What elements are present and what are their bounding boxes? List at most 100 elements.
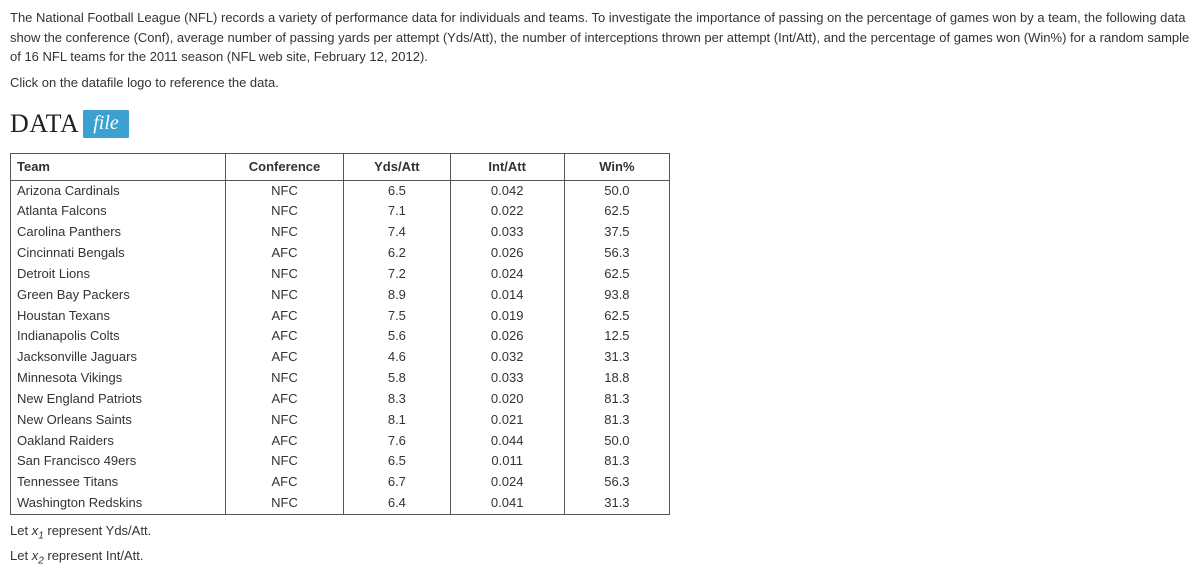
- table-cell: 6.2: [344, 243, 450, 264]
- table-row: Cincinnati BengalsAFC6.20.02656.3: [11, 243, 670, 264]
- table-cell: 6.7: [344, 472, 450, 493]
- table-cell: Arizona Cardinals: [11, 180, 226, 201]
- table-cell: 56.3: [564, 243, 669, 264]
- table-cell: 0.021: [450, 410, 564, 431]
- table-cell: AFC: [225, 306, 343, 327]
- table-cell: Oakland Raiders: [11, 431, 226, 452]
- table-row: Minnesota VikingsNFC5.80.03318.8: [11, 368, 670, 389]
- nfl-data-table: Team Conference Yds/Att Int/Att Win% Ari…: [10, 153, 670, 515]
- table-cell: 12.5: [564, 326, 669, 347]
- table-cell: NFC: [225, 410, 343, 431]
- table-row: Washington RedskinsNFC6.40.04131.3: [11, 493, 670, 514]
- table-cell: 50.0: [564, 180, 669, 201]
- table-cell: 6.4: [344, 493, 450, 514]
- table-cell: 7.5: [344, 306, 450, 327]
- table-cell: 81.3: [564, 389, 669, 410]
- table-cell: New Orleans Saints: [11, 410, 226, 431]
- intro-paragraph-2: Click on the datafile logo to reference …: [10, 73, 1190, 93]
- table-cell: 7.2: [344, 264, 450, 285]
- table-cell: 0.024: [450, 264, 564, 285]
- table-row: Oakland RaidersAFC7.60.04450.0: [11, 431, 670, 452]
- table-row: Carolina PanthersNFC7.40.03337.5: [11, 222, 670, 243]
- table-cell: Minnesota Vikings: [11, 368, 226, 389]
- table-cell: NFC: [225, 201, 343, 222]
- col-header-yds-att: Yds/Att: [344, 154, 450, 181]
- table-cell: 0.033: [450, 222, 564, 243]
- table-cell: NFC: [225, 368, 343, 389]
- table-cell: 7.6: [344, 431, 450, 452]
- table-cell: 7.1: [344, 201, 450, 222]
- table-row: Jacksonville JaguarsAFC4.60.03231.3: [11, 347, 670, 368]
- table-cell: 31.3: [564, 347, 669, 368]
- table-cell: 56.3: [564, 472, 669, 493]
- table-row: San Francisco 49ersNFC6.50.01181.3: [11, 451, 670, 472]
- table-row: Atlanta FalconsNFC7.10.02262.5: [11, 201, 670, 222]
- table-cell: NFC: [225, 222, 343, 243]
- table-cell: 0.026: [450, 243, 564, 264]
- table-cell: Atlanta Falcons: [11, 201, 226, 222]
- table-row: Houstan TexansAFC7.50.01962.5: [11, 306, 670, 327]
- datafile-logo-data: DATA: [10, 104, 79, 143]
- table-cell: Carolina Panthers: [11, 222, 226, 243]
- table-cell: AFC: [225, 243, 343, 264]
- table-cell: Indianapolis Colts: [11, 326, 226, 347]
- table-cell: 0.042: [450, 180, 564, 201]
- table-cell: Cincinnati Bengals: [11, 243, 226, 264]
- table-cell: 0.033: [450, 368, 564, 389]
- table-row: Indianapolis ColtsAFC5.60.02612.5: [11, 326, 670, 347]
- table-cell: Green Bay Packers: [11, 285, 226, 306]
- table-cell: 0.024: [450, 472, 564, 493]
- table-cell: 50.0: [564, 431, 669, 452]
- table-cell: 81.3: [564, 410, 669, 431]
- table-cell: 5.8: [344, 368, 450, 389]
- table-cell: 0.020: [450, 389, 564, 410]
- table-cell: 81.3: [564, 451, 669, 472]
- datafile-logo[interactable]: DATA file: [10, 104, 129, 143]
- table-cell: 0.014: [450, 285, 564, 306]
- col-header-team: Team: [11, 154, 226, 181]
- table-cell: 0.044: [450, 431, 564, 452]
- table-cell: NFC: [225, 264, 343, 285]
- table-cell: 8.1: [344, 410, 450, 431]
- table-cell: 0.019: [450, 306, 564, 327]
- table-cell: 0.032: [450, 347, 564, 368]
- table-row: Tennessee TitansAFC6.70.02456.3: [11, 472, 670, 493]
- table-cell: 18.8: [564, 368, 669, 389]
- table-cell: NFC: [225, 451, 343, 472]
- table-cell: 7.4: [344, 222, 450, 243]
- table-cell: San Francisco 49ers: [11, 451, 226, 472]
- table-cell: 0.022: [450, 201, 564, 222]
- table-cell: 8.3: [344, 389, 450, 410]
- table-cell: 37.5: [564, 222, 669, 243]
- col-header-conference: Conference: [225, 154, 343, 181]
- table-cell: NFC: [225, 493, 343, 514]
- table-row: New Orleans SaintsNFC8.10.02181.3: [11, 410, 670, 431]
- var-def-x2: Let x2 represent Int/Att.: [10, 546, 1190, 569]
- table-cell: 4.6: [344, 347, 450, 368]
- table-cell: AFC: [225, 326, 343, 347]
- table-row: Green Bay PackersNFC8.90.01493.8: [11, 285, 670, 306]
- table-cell: AFC: [225, 389, 343, 410]
- table-cell: 62.5: [564, 264, 669, 285]
- table-cell: 6.5: [344, 451, 450, 472]
- var-def-x1: Let x1 represent Yds/Att.: [10, 521, 1190, 544]
- table-row: Detroit LionsNFC7.20.02462.5: [11, 264, 670, 285]
- table-cell: Jacksonville Jaguars: [11, 347, 226, 368]
- table-cell: AFC: [225, 431, 343, 452]
- table-cell: 31.3: [564, 493, 669, 514]
- table-cell: 0.026: [450, 326, 564, 347]
- intro-text: The National Football League (NFL) recor…: [10, 8, 1190, 92]
- table-cell: Detroit Lions: [11, 264, 226, 285]
- table-cell: AFC: [225, 472, 343, 493]
- table-cell: Washington Redskins: [11, 493, 226, 514]
- table-cell: AFC: [225, 347, 343, 368]
- table-cell: NFC: [225, 180, 343, 201]
- table-cell: Houstan Texans: [11, 306, 226, 327]
- variable-definitions: Let x1 represent Yds/Att. Let x2 represe…: [10, 521, 1190, 568]
- table-cell: 0.041: [450, 493, 564, 514]
- table-cell: 5.6: [344, 326, 450, 347]
- table-cell: Tennessee Titans: [11, 472, 226, 493]
- datafile-logo-file: file: [83, 110, 129, 138]
- table-cell: 62.5: [564, 306, 669, 327]
- table-row: New England PatriotsAFC8.30.02081.3: [11, 389, 670, 410]
